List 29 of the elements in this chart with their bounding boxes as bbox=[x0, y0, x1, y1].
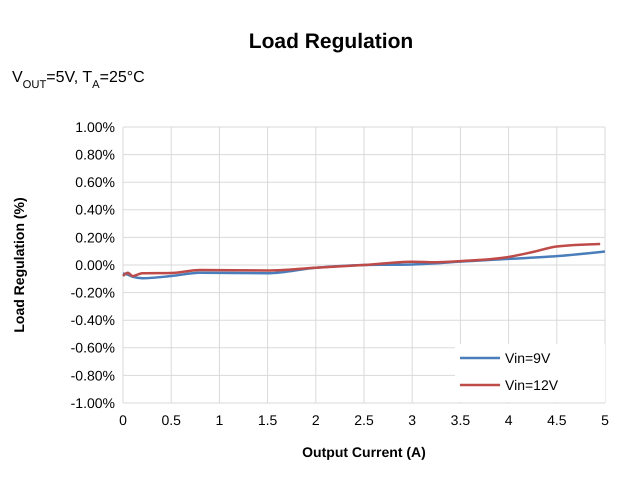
line-series bbox=[122, 242, 602, 278]
x-tick-label: 2.5 bbox=[354, 412, 374, 428]
x-tick-label: 4.5 bbox=[547, 412, 567, 428]
x-tick-label: 0 bbox=[119, 412, 128, 428]
legend-label: Vin=9V bbox=[505, 350, 551, 366]
x-tick-label: 2 bbox=[312, 412, 320, 428]
y-tick-label: 0.80% bbox=[75, 146, 115, 162]
y-tick-label: 0.40% bbox=[75, 202, 115, 218]
x-tick-label: 3.5 bbox=[450, 412, 470, 428]
legend-label: Vin=12V bbox=[505, 376, 559, 393]
y-tick-label: 0.60% bbox=[75, 174, 115, 190]
chart-subtitle: V$_{OUT}$=5V, T$_{A}$=25°C bbox=[12, 69, 145, 91]
x-tick-label: 3 bbox=[408, 412, 416, 428]
y-tick-label: -0.40% bbox=[70, 312, 115, 328]
y-axis-title: Load Regulation (%) bbox=[11, 197, 27, 333]
y-tick-label: 1.00% bbox=[75, 118, 115, 135]
chart-title: Load Regulation bbox=[248, 30, 414, 53]
x-tick-label: 1.5 bbox=[258, 412, 278, 428]
y-tick-label: -0.60% bbox=[70, 340, 115, 356]
x-tick-label: 1 bbox=[216, 412, 224, 428]
y-tick-label: 0.20% bbox=[75, 229, 115, 246]
x-tick-label: 0.5 bbox=[161, 412, 182, 428]
y-tick-label: -0.20% bbox=[70, 284, 115, 300]
y-tick-label: -0.80% bbox=[70, 367, 115, 384]
y-tick-label: -1.00% bbox=[70, 394, 115, 411]
y-tick-label: 0.00% bbox=[75, 256, 115, 273]
x-tick-label: 4 bbox=[504, 412, 513, 428]
x-axis-title: Output Current (A) bbox=[302, 444, 426, 460]
x-tick-label: 5 bbox=[601, 412, 610, 428]
